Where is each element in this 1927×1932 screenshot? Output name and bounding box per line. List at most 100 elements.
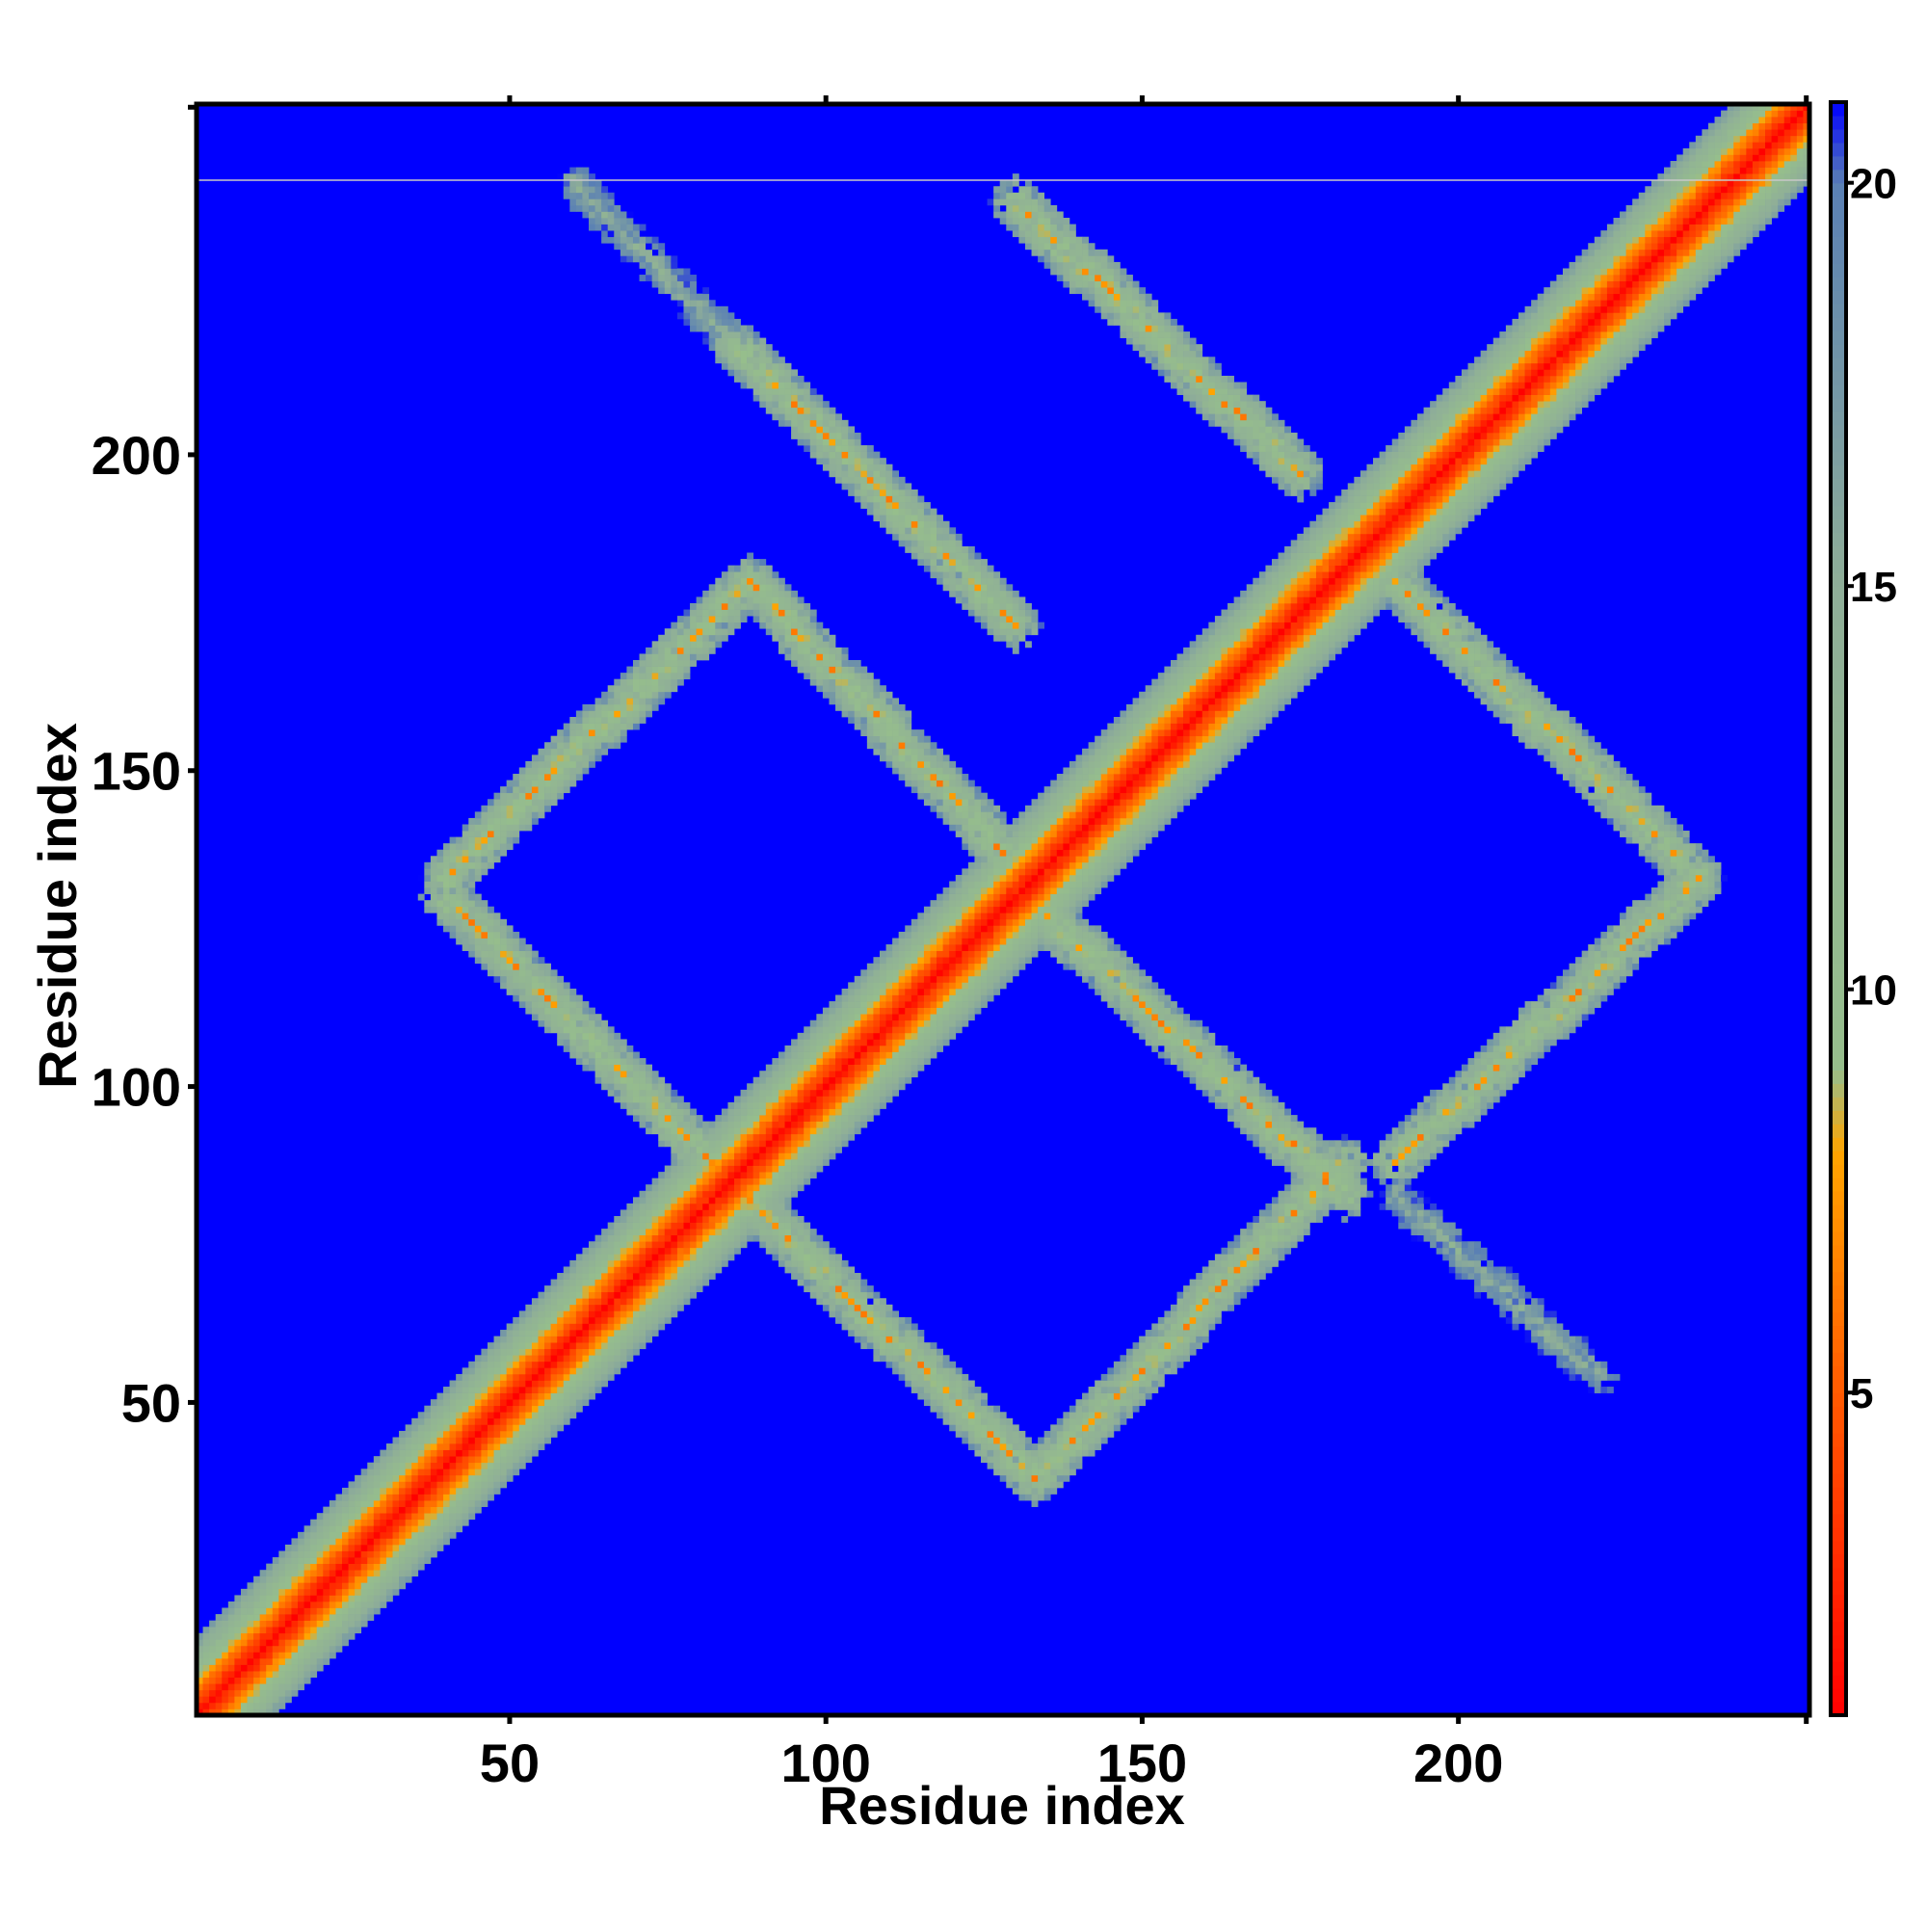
heatmap-cell xyxy=(690,1234,697,1242)
heatmap-cell xyxy=(841,470,849,478)
heatmap-cell xyxy=(385,1469,393,1476)
heatmap-cell xyxy=(658,1266,666,1274)
heatmap-cell xyxy=(626,698,634,705)
heatmap-cell xyxy=(620,1051,627,1059)
heatmap-cell xyxy=(671,641,678,648)
heatmap-cell xyxy=(348,1550,356,1558)
heatmap-cell xyxy=(784,1241,792,1249)
heatmap-cell xyxy=(898,1019,906,1027)
heatmap-cell xyxy=(664,1165,672,1173)
heatmap-cell xyxy=(708,1184,716,1192)
heatmap-cell xyxy=(765,596,773,604)
heatmap-cell xyxy=(651,1216,659,1223)
heatmap-cell xyxy=(664,1216,672,1223)
heatmap-cell xyxy=(816,1298,824,1306)
heatmap-cell xyxy=(380,1588,387,1596)
heatmap-cell xyxy=(443,1538,450,1546)
heatmap-cell xyxy=(253,1696,260,1704)
heatmap-cell xyxy=(917,520,925,528)
heatmap-cell xyxy=(430,1469,437,1476)
heatmap-cell xyxy=(348,1481,356,1489)
heatmap-cell xyxy=(778,1083,785,1091)
heatmap-cell xyxy=(632,1323,640,1331)
heatmap-cell xyxy=(747,565,754,572)
heatmap-cell xyxy=(778,609,785,617)
heatmap-cell xyxy=(500,957,508,965)
heatmap-cell xyxy=(721,1165,728,1173)
heatmap-cell xyxy=(708,1216,716,1223)
heatmap-cell xyxy=(614,1083,621,1091)
heatmap-cell xyxy=(822,407,830,414)
heatmap-cell xyxy=(905,729,912,737)
heatmap-cell xyxy=(582,1051,590,1059)
heatmap-cell xyxy=(911,508,918,516)
heatmap-cell xyxy=(481,1437,488,1444)
heatmap-cell xyxy=(310,1639,318,1647)
heatmap-cell xyxy=(436,856,444,863)
heatmap-cell xyxy=(797,602,805,610)
heatmap-cell xyxy=(582,204,590,212)
heatmap-cell xyxy=(506,1424,514,1432)
heatmap-cell xyxy=(329,1601,336,1608)
heatmap-cell xyxy=(671,255,678,263)
heatmap-cell xyxy=(772,362,779,370)
heatmap-cell xyxy=(247,1601,254,1608)
heatmap-cell xyxy=(468,849,476,857)
heatmap-cell xyxy=(626,1342,634,1350)
heatmap-cell xyxy=(222,1627,229,1634)
heatmap-cell xyxy=(911,742,918,750)
heatmap-cell xyxy=(752,388,760,395)
heatmap-cell xyxy=(291,1645,299,1653)
heatmap-cell xyxy=(829,426,836,434)
heatmap-cell xyxy=(829,1152,836,1160)
heatmap-cell xyxy=(632,255,640,263)
heatmap-cell xyxy=(215,1696,223,1704)
heatmap-cell xyxy=(493,1392,501,1400)
heatmap-cell xyxy=(816,1076,824,1084)
heatmap-cell xyxy=(671,1140,678,1148)
heatmap-cell xyxy=(569,1007,577,1015)
heatmap-cell xyxy=(715,596,723,604)
heatmap-cell xyxy=(348,1595,356,1602)
heatmap-cell xyxy=(298,1575,304,1583)
heatmap-cell xyxy=(411,1531,419,1539)
heatmap-cell xyxy=(500,817,508,825)
heatmap-cell xyxy=(493,811,501,819)
heatmap-cell xyxy=(866,502,874,509)
heatmap-cell xyxy=(715,577,723,585)
heatmap-cell xyxy=(582,1007,590,1015)
heatmap-cell xyxy=(708,596,716,604)
heatmap-cell xyxy=(809,1152,817,1160)
heatmap-cell xyxy=(601,1348,609,1356)
heatmap-cell xyxy=(804,1146,811,1153)
heatmap-cell xyxy=(525,1417,533,1425)
heatmap-cell xyxy=(676,622,684,629)
heatmap-cell xyxy=(481,1481,488,1489)
heatmap-cell xyxy=(411,1469,419,1476)
heatmap-cell xyxy=(474,1405,482,1413)
heatmap-cell xyxy=(582,1045,590,1052)
heatmap-cell xyxy=(569,1342,577,1350)
heatmap-cell xyxy=(456,1399,463,1407)
heatmap-cell xyxy=(683,1254,691,1261)
heatmap-cell xyxy=(822,1032,830,1040)
heatmap-cell xyxy=(601,735,609,743)
heatmap-cell xyxy=(487,1430,494,1438)
heatmap-cell xyxy=(462,881,469,888)
heatmap-cell xyxy=(500,950,508,958)
heatmap-cell xyxy=(614,1355,621,1363)
heatmap-cell xyxy=(791,1254,798,1261)
heatmap-cell xyxy=(544,805,551,812)
heatmap-cell xyxy=(355,1538,362,1546)
heatmap-cell xyxy=(355,1582,362,1590)
heatmap-cell xyxy=(380,1481,387,1489)
heatmap-cell xyxy=(829,1108,836,1116)
heatmap-cell xyxy=(911,520,918,528)
heatmap-cell xyxy=(513,831,520,837)
heatmap-cell xyxy=(575,192,583,199)
heatmap-cell xyxy=(658,647,666,654)
heatmap-cell xyxy=(259,1683,267,1691)
heatmap-cell xyxy=(316,1550,324,1558)
heatmap-cell xyxy=(399,1575,406,1583)
heatmap-cell xyxy=(525,969,533,977)
